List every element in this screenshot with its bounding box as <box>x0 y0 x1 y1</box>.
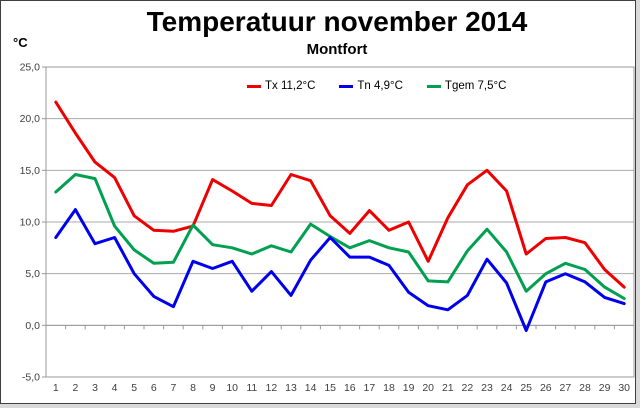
y-tick-label: 15,0 <box>20 165 41 177</box>
x-tick-label: 25 <box>520 382 532 394</box>
tgem-line <box>54 173 626 300</box>
x-tick-label: 20 <box>422 382 434 394</box>
x-tick-label: 12 <box>266 382 278 394</box>
x-tick-label: 30 <box>618 382 630 394</box>
x-tick-label: 6 <box>151 382 157 394</box>
x-tick-label: 19 <box>403 382 415 394</box>
legend: Tx 11,2°C Tn 4,9°C Tgem 7,5°C <box>247 80 506 92</box>
x-tick-label: 2 <box>72 382 78 394</box>
legend-item-tgem: Tgem 7,5°C <box>426 80 507 92</box>
legend-label-tn: Tn 4,9°C <box>357 80 403 92</box>
x-tick-label: 8 <box>190 382 196 394</box>
x-tick-label: 14 <box>305 382 317 394</box>
x-tick-label: 17 <box>364 382 376 394</box>
legend-label-tx: Tx 11,2°C <box>265 80 316 92</box>
x-tick-label: 15 <box>324 382 336 394</box>
tn-line-swatch <box>339 84 354 88</box>
chart-title: Temperatuur november 2014 <box>146 6 528 37</box>
y-tick-label: 0,0 <box>25 320 40 332</box>
x-tick-label: 26 <box>540 382 552 394</box>
x-tick-label: 23 <box>481 382 493 394</box>
x-tick-label: 29 <box>599 382 611 394</box>
legend-item-tx: Tx 11,2°C <box>247 80 315 92</box>
tgem-line-swatch <box>426 84 441 88</box>
x-tick-label: 16 <box>344 382 356 394</box>
tx-line <box>54 100 626 289</box>
plot-border <box>45 66 635 378</box>
y-tick-label: 25,0 <box>20 62 41 74</box>
y-tick-label: 10,0 <box>20 217 41 229</box>
legend-item-tn: Tn 4,9°C <box>339 80 403 92</box>
x-tick-label: 28 <box>579 382 591 394</box>
y-axis-unit-label: °C <box>13 35 28 50</box>
x-tick-label: 27 <box>560 382 572 394</box>
x-tick-label: 11 <box>246 382 257 394</box>
legend-label-tgem: Tgem 7,5°C <box>444 80 507 92</box>
x-tick-label: 4 <box>112 382 118 394</box>
x-tick-label: 21 <box>442 382 454 394</box>
tn-line <box>54 208 626 332</box>
x-tick-label: 18 <box>383 382 395 394</box>
x-tick-label: 7 <box>170 382 176 394</box>
x-tick-label: 3 <box>92 382 98 394</box>
y-tick-label: 20,0 <box>20 113 41 125</box>
y-tick-label: 5,0 <box>25 268 40 280</box>
x-tick-label: 9 <box>210 382 216 394</box>
y-tick-label: -5,0 <box>22 372 40 384</box>
x-tick-label: 24 <box>501 382 513 394</box>
x-tick-label: 13 <box>285 382 297 394</box>
chart-subtitle: Montfort <box>306 41 368 58</box>
x-tick-label: 1 <box>53 382 59 394</box>
tx-line-swatch <box>247 84 261 88</box>
x-tick-label: 5 <box>131 382 137 394</box>
x-tick-label: 10 <box>226 382 238 394</box>
x-tick-label: 22 <box>462 382 474 394</box>
